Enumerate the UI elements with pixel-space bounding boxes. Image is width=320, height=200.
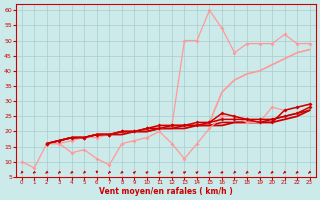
X-axis label: Vent moyen/en rafales ( km/h ): Vent moyen/en rafales ( km/h ) <box>99 187 233 196</box>
